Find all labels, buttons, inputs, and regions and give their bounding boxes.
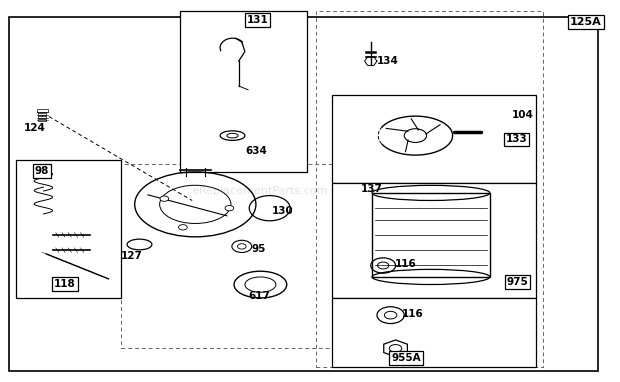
Text: 131: 131	[246, 15, 268, 25]
Text: 617: 617	[248, 291, 270, 301]
Text: 125A: 125A	[570, 17, 602, 27]
Bar	[16, 160, 121, 298]
Bar	[332, 298, 536, 367]
Text: 137: 137	[361, 184, 383, 194]
Circle shape	[179, 225, 187, 230]
Text: 955A: 955A	[391, 353, 421, 363]
Bar	[38, 119, 46, 121]
Circle shape	[160, 196, 169, 201]
Bar	[316, 11, 542, 367]
Text: 98: 98	[35, 166, 50, 176]
Bar	[38, 116, 46, 118]
Text: 118: 118	[54, 279, 76, 289]
Text: 975: 975	[507, 277, 529, 287]
Bar	[372, 193, 490, 277]
Bar	[37, 109, 48, 112]
Text: 127: 127	[120, 251, 143, 261]
Circle shape	[225, 206, 234, 211]
Bar	[38, 113, 46, 115]
Text: 124: 124	[24, 123, 45, 133]
Bar	[332, 96, 536, 183]
Text: 104: 104	[512, 110, 533, 120]
Text: 130: 130	[272, 206, 293, 216]
Bar	[121, 164, 332, 348]
Text: 634: 634	[245, 146, 267, 156]
Text: 116: 116	[394, 259, 416, 269]
Bar	[332, 183, 536, 298]
Text: 133: 133	[505, 134, 528, 144]
Text: 116: 116	[402, 309, 423, 319]
Text: eReplacementParts.com: eReplacementParts.com	[193, 186, 328, 196]
Text: 95: 95	[251, 244, 265, 254]
Bar	[180, 11, 307, 172]
Text: 134: 134	[377, 56, 399, 66]
